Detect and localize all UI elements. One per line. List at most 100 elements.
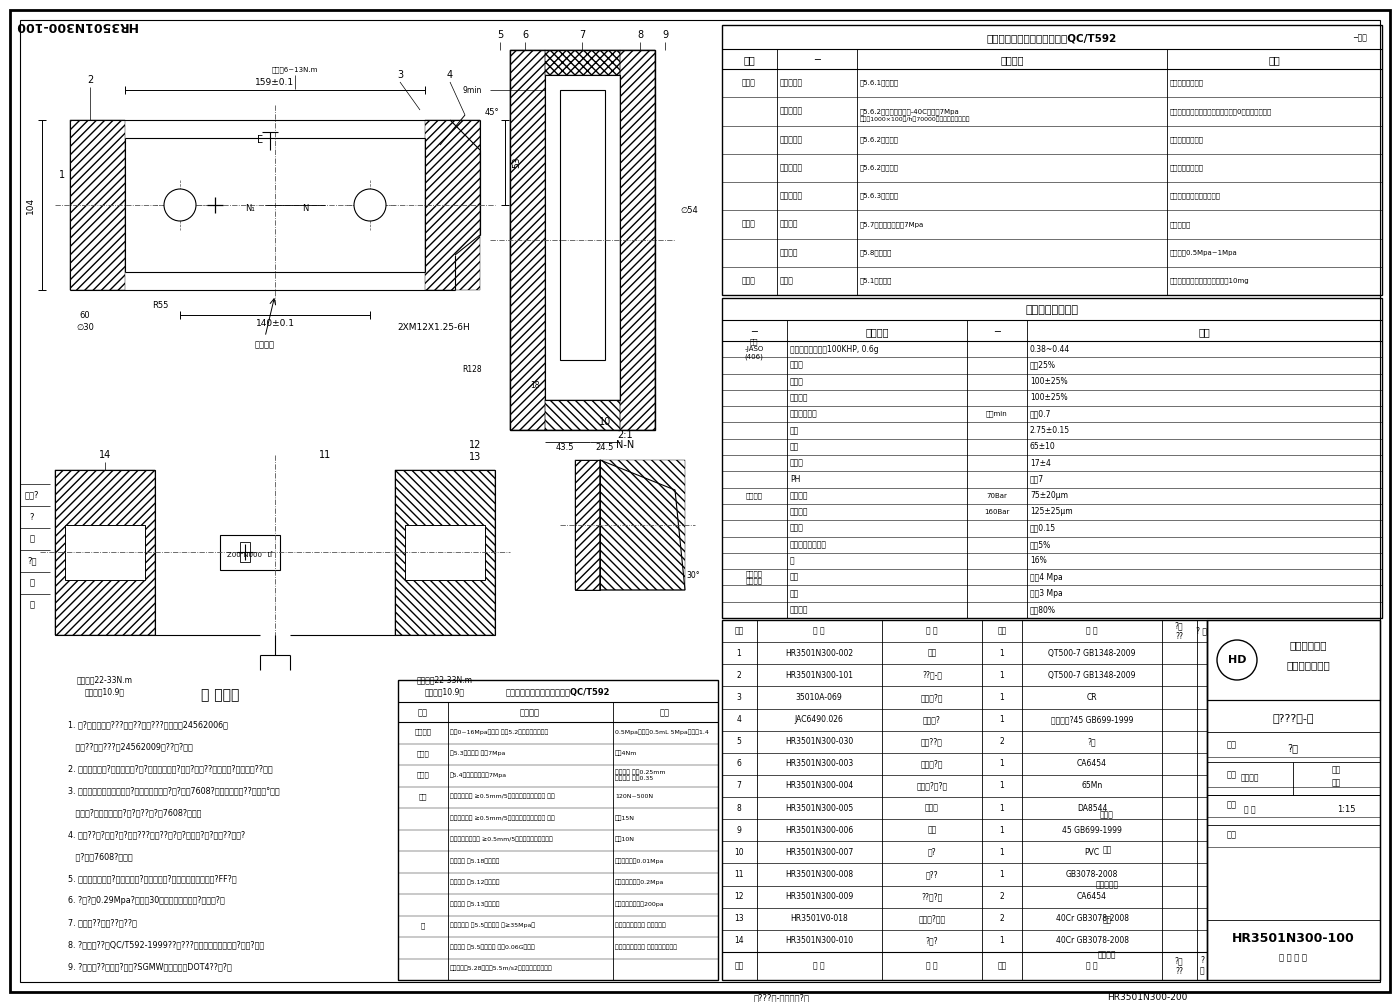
Text: 要求: 要求 [1268,55,1280,65]
Text: HR3501N300-009: HR3501N300-009 [785,892,853,901]
Text: 45 GB699-1999: 45 GB699-1999 [1063,826,1121,835]
Text: 160Bar: 160Bar [984,509,1009,515]
Text: 制???成-左: 制???成-左 [1273,713,1313,723]
Text: 最大10N: 最大10N [615,837,636,843]
Text: 12: 12 [734,892,743,901]
Text: 13: 13 [469,452,482,462]
Text: 1: 1 [59,170,64,180]
Text: 2: 2 [87,75,94,85]
Text: 制???成-右与左件?换: 制???成-右与左件?换 [755,994,811,1002]
Text: 最大0.7: 最大0.7 [1030,410,1051,419]
Text: 最大15N: 最大15N [615,816,636,821]
Text: 1: 1 [1000,870,1004,879]
Text: 弹性量: 弹性量 [790,524,804,533]
Text: 8. ?成性能??足QC/T592-1999??制???成性能要求，具体各?要求?表格: 8. ?成性能??足QC/T592-1999??制???成性能要求，具体各?要求… [69,940,265,949]
Text: 1: 1 [1000,648,1004,657]
Text: CR: CR [1086,693,1098,701]
Text: 7: 7 [736,782,742,791]
Text: 最大0.15: 最大0.15 [1030,524,1056,533]
Bar [601,460,685,590]
Text: QT500-7 GB1348-2009: QT500-7 GB1348-2009 [1049,648,1135,657]
Text: 摩擦纹粗: 摩擦纹粗 [790,507,809,516]
Bar [722,298,1382,618]
Text: 1: 1 [1000,936,1004,945]
Text: ─: ─ [813,55,820,65]
Text: 16%: 16% [1030,556,1047,565]
Bar [575,460,601,590]
Bar [722,25,1382,295]
Text: E: E [258,135,263,145]
Text: 序号: 序号 [735,962,743,971]
Text: 125±25μm: 125±25μm [1030,507,1072,516]
Text: 支??: 支?? [925,870,938,879]
Text: 45°: 45° [484,107,500,116]
Text: 1: 1 [736,648,742,657]
Text: 1: 1 [1000,848,1004,857]
Text: 2.75±0.15: 2.75±0.15 [1030,426,1070,435]
Text: 53: 53 [512,156,521,168]
Text: 100±25%: 100±25% [1030,377,1068,386]
Text: 低温制动 按5.18进行试验: 低温制动 按5.18进行试验 [449,858,500,864]
Text: 名 称: 名 称 [927,626,938,635]
Text: 制动滑移能力 ≥0.5mm/5秒间距速进工作行程内 制动: 制动滑移能力 ≥0.5mm/5秒间距速进工作行程内 制动 [449,816,554,821]
Text: 60: 60 [80,311,91,320]
Text: 摩擦纹粗: 摩擦纹粗 [790,491,809,500]
Text: 硬度: 硬度 [790,442,799,451]
Text: HR3501N300-008: HR3501N300-008 [785,870,853,879]
Text: 无裂面，无裂环；: 无裂面，无裂环； [1170,80,1204,86]
Text: 必须干燥水: 必须干燥水 [1170,221,1191,227]
Text: HR3501N300-100: HR3501N300-100 [1232,932,1354,945]
Text: 100±25%: 100±25% [1030,394,1068,403]
Text: 最大4Nm: 最大4Nm [615,750,637,757]
Text: QT500-7 GB1348-2009: QT500-7 GB1348-2009 [1049,670,1135,679]
Text: 65±10: 65±10 [1030,442,1056,451]
Bar [545,50,620,75]
Text: N-N: N-N [616,440,634,450]
Text: 可靠性: 可靠性 [742,219,756,228]
Text: 40Cr GB3078-2008: 40Cr GB3078-2008 [1056,936,1128,945]
Text: 无裂面，无裂环；: 无裂面，无裂环； [1170,136,1204,143]
Text: 活塞防?罩?置: 活塞防?罩?置 [917,782,948,791]
Text: 2XM12X1.25-6H: 2XM12X1.25-6H [398,324,470,333]
Text: 140±0.1: 140±0.1 [255,320,294,329]
Text: 审 定: 审 定 [1245,806,1256,815]
Text: 要求: 要求 [659,708,671,717]
Text: 真空密性 按5.13进行试验: 真空密性 按5.13进行试验 [449,901,500,907]
Text: 试验方法: 试验方法 [1000,55,1023,65]
Text: ?: ? [29,512,34,521]
Text: 5: 5 [497,30,503,40]
Bar [510,50,545,430]
Text: 5. 摩擦面不得有油?，摩擦材料?无含石棉的?垫半金属。摩擦系数?FF?。: 5. 摩擦面不得有油?，摩擦材料?无含石棉的?垫半金属。摩擦系数?FF?。 [69,874,237,883]
Text: 按5.6.2进行试验: 按5.6.2进行试验 [860,164,899,171]
Text: 最大25%: 最大25% [1030,361,1056,370]
Text: 清洁度: 清洁度 [742,277,756,286]
Text: 常温耐久性: 常温耐久性 [780,135,804,144]
Text: HR3501N300-030: HR3501N300-030 [785,737,853,746]
Text: 按5.6.2进行试验: 按5.6.2进行试验 [860,136,899,143]
Text: 备签及数: 备签及数 [1098,951,1116,960]
Text: 3. 装配活塞、矩形圈前，在?体内孔及活塞上?以?量的7608?滑脂，以防止??工作面°装配: 3. 装配活塞、矩形圈前，在?体内孔及活塞上?以?量的7608?滑脂，以防止??… [69,786,280,795]
Text: 供出能: 供出能 [417,772,430,779]
Text: 按5.6.2进行试验，温度-40C，压力7Mpa: 按5.6.2进行试验，温度-40C，压力7Mpa [860,108,960,114]
Text: 名 称: 名 称 [927,962,938,971]
Text: ?号: ?号 [27,556,36,565]
Text: ─: ─ [750,327,757,337]
Text: 低温耐久性: 低温耐久性 [780,107,804,116]
Text: 最小4 Mpa: 最小4 Mpa [1030,572,1063,581]
Text: 1: 1 [1000,670,1004,679]
Text: 高温耐久性: 高温耐久性 [780,163,804,172]
Text: 粘合表面生锈区域: 粘合表面生锈区域 [790,540,827,549]
Text: 字: 字 [29,578,35,587]
Text: 粘合强度
剪切强度: 粘合强度 剪切强度 [745,570,763,584]
Text: 断裂扭矩10.9级: 断裂扭矩10.9级 [426,687,465,696]
Text: 40Cr GB3078-2008: 40Cr GB3078-2008 [1056,914,1128,923]
Text: 最大：1000×100次/h，70000次，摩擦板：半星量: 最大：1000×100次/h，70000次，摩擦板：半星量 [860,116,970,122]
Text: HR3501N300-010: HR3501N300-010 [785,936,853,945]
Text: CA6454: CA6454 [1077,760,1107,769]
Text: 1: 1 [1000,804,1004,813]
Text: 拧紧扭矩22-33N.m: 拧紧扭矩22-33N.m [417,675,473,684]
Text: HR3501N300-100: HR3501N300-100 [14,19,136,32]
Text: 恢复率: 恢复率 [790,377,804,386]
Text: 期: 期 [29,600,35,609]
Text: ─续表: ─续表 [1354,33,1366,42]
